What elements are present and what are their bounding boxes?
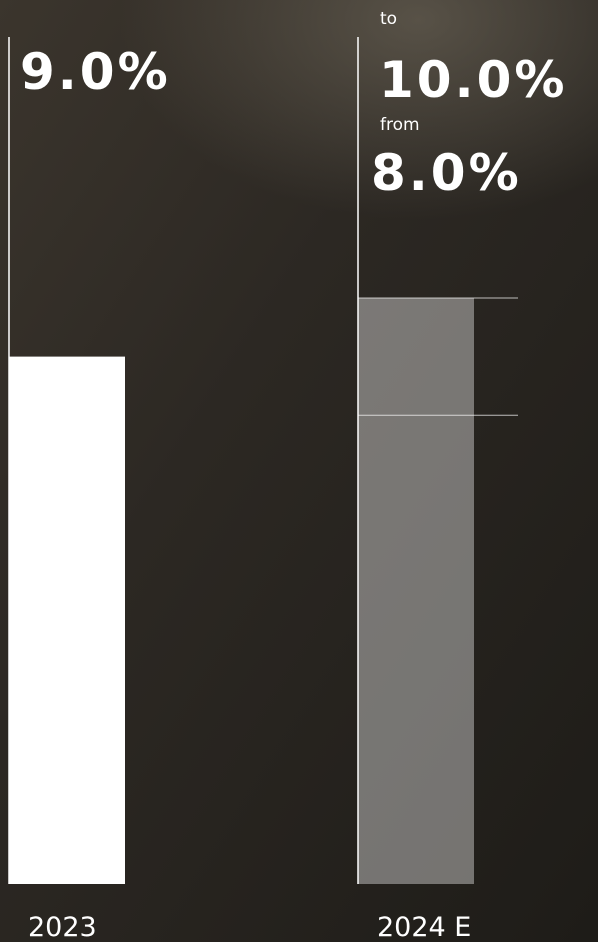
- bar: [9, 356, 125, 885]
- category-label: 2024 E: [377, 912, 471, 942]
- plot: 2023 9.0% 2024 E to 10.0% from 8.0%: [8, 9, 567, 942]
- high-prefix: to: [380, 9, 397, 29]
- category-label: 2023: [28, 912, 97, 942]
- high-label: 10.0%: [379, 51, 567, 109]
- value-label: 9.0%: [20, 43, 171, 101]
- range-bar: [358, 298, 474, 884]
- low-label: 8.0%: [371, 144, 522, 202]
- low-prefix: from: [380, 115, 420, 135]
- background-highlight: [0, 0, 598, 400]
